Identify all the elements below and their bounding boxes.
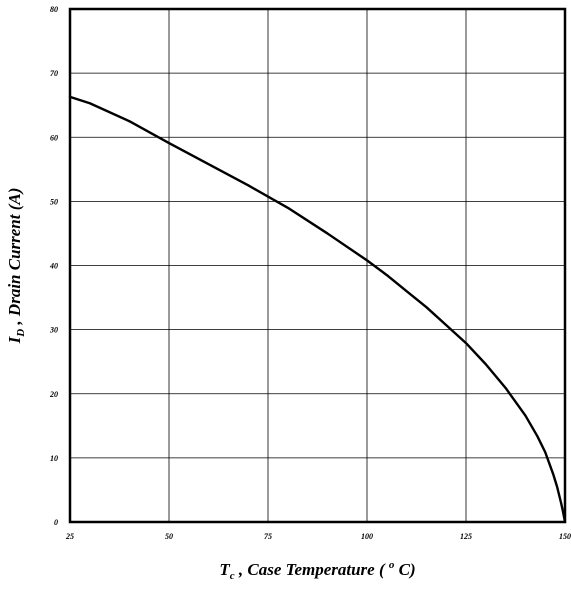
x-tick-label: 125	[460, 532, 472, 541]
x-axis-title-sup: o	[389, 559, 395, 571]
x-axis-title-main: T	[219, 560, 230, 579]
y-tick-label: 0	[54, 518, 58, 527]
y-tick-label: 20	[49, 390, 58, 399]
plot-frame	[68, 7, 567, 524]
x-tick-label: 100	[361, 532, 373, 541]
x-tick-label: 150	[559, 532, 571, 541]
x-axis-title-sub: c	[230, 570, 235, 582]
y-axis-title-sub: D	[15, 329, 27, 338]
x-tick-label: 50	[165, 532, 173, 541]
tick-labels: 25 50 75 100 125 150 0 10 20 30 40 50 60 70 80	[49, 5, 571, 541]
series-layer	[68, 95, 567, 524]
y-axis-title-rest: , Drain Current (A)	[5, 188, 24, 329]
grid	[69, 8, 566, 523]
x-tick-label: 75	[264, 532, 272, 541]
y-axis-title: ID , Drain Current (A)	[5, 188, 27, 345]
y-tick-label: 60	[50, 133, 58, 142]
y-tick-label: 70	[50, 69, 58, 78]
y-tick-label: 10	[50, 454, 58, 463]
y-tick-label: 50	[50, 197, 58, 206]
y-tick-label: 80	[50, 5, 58, 14]
y-tick-label: 40	[49, 262, 58, 271]
y-tick-label: 30	[49, 326, 58, 335]
x-axis-title-end: C)	[394, 560, 415, 579]
y-axis-title-main: I	[5, 335, 24, 344]
series-line	[68, 95, 567, 524]
x-axis-title: Tc , Case Temperature ( o C)	[219, 559, 415, 582]
x-axis-title-rest: , Case Temperature (	[235, 560, 389, 579]
x-tick-label: 25	[65, 532, 74, 541]
